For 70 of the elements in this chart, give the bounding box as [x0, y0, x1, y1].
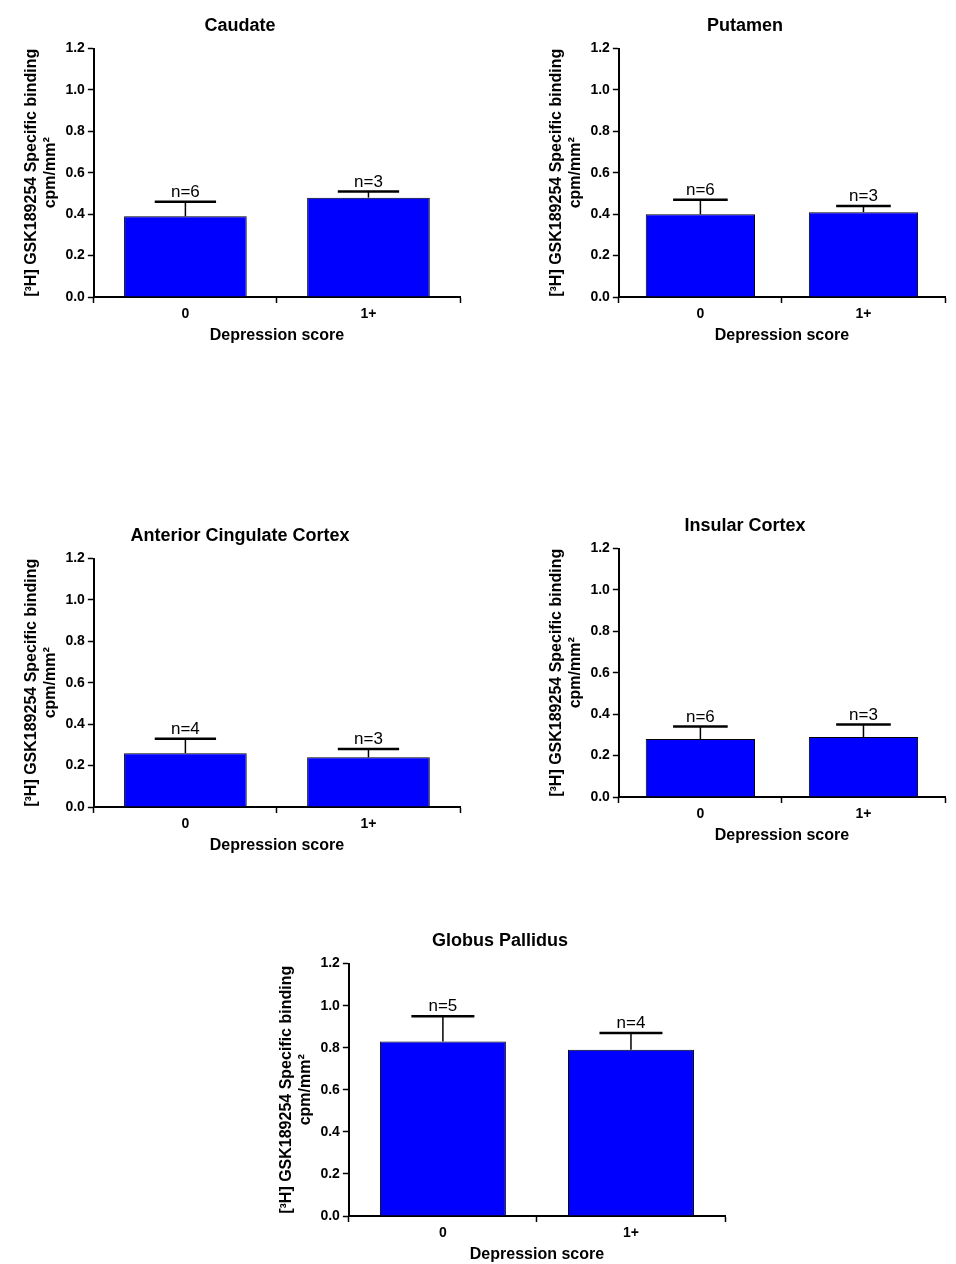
- y-tick-label: 0.8: [590, 122, 611, 139]
- annotation: n=6: [685, 706, 715, 726]
- annotation: n=3: [354, 729, 383, 749]
- annotation: n=3: [849, 186, 878, 206]
- chart-title: Putamen: [706, 14, 784, 35]
- y-tick-label: 0.6: [320, 1080, 341, 1097]
- y-tick-label: 1.2: [590, 539, 611, 556]
- x-tick-label: 1+: [622, 1224, 639, 1241]
- y-tick-label: 0.6: [65, 673, 86, 690]
- y-axis-title: [³H] GSK189254 Specific binding cpm/mm²: [22, 48, 59, 297]
- x-axis-title: Depression score: [209, 835, 345, 853]
- y-tick-label: 1.2: [320, 954, 341, 971]
- y-tick-label: 0.8: [320, 1038, 341, 1055]
- x-tick-label: 0: [181, 815, 190, 832]
- y-tick-label: 0.0: [65, 797, 86, 814]
- y-tick-label: 0.6: [590, 163, 611, 180]
- annotation: n=6: [170, 181, 200, 201]
- x-tick-label: 0: [181, 305, 190, 322]
- x-tick-label: 1+: [855, 805, 872, 822]
- annotation: n=3: [354, 171, 383, 191]
- annotation: n=4: [616, 1013, 646, 1033]
- y-tick-label: 0.0: [65, 287, 86, 304]
- y-axis-title: [³H] GSK189254 Specific binding cpm/mm²: [547, 548, 584, 797]
- y-tick-label: 0.8: [590, 622, 611, 639]
- x-tick-label: 1+: [360, 815, 377, 832]
- x-axis-title: Depression score: [469, 1244, 605, 1262]
- y-tick-label: 0.4: [65, 715, 86, 732]
- x-tick-label: 0: [439, 1224, 447, 1241]
- y-tick-label: 0.4: [590, 205, 611, 222]
- y-tick-label: 0.2: [65, 756, 86, 773]
- y-tick-label: 1.0: [65, 590, 86, 607]
- x-tick-label: 0: [696, 805, 705, 822]
- annotation: n=3: [849, 704, 878, 724]
- y-tick-label: 0.6: [65, 163, 86, 180]
- y-tick-label: 0.0: [320, 1206, 341, 1223]
- y-tick-label: 0.4: [320, 1122, 341, 1139]
- y-tick-label: 1.0: [590, 580, 611, 597]
- annotation: n=5: [428, 996, 458, 1016]
- y-tick-label: 1.0: [590, 80, 611, 97]
- y-tick-label: 0.0: [590, 287, 611, 304]
- y-tick-label: 0.8: [65, 632, 86, 649]
- chart-title: Insular Cortex: [684, 514, 806, 535]
- y-tick-label: 1.2: [590, 39, 611, 56]
- chart-title: Globus Pallidus: [431, 929, 569, 950]
- y-axis-title: [³H] GSK189254 Specific binding cpm/mm²: [547, 48, 584, 297]
- annotation: n=6: [685, 179, 715, 199]
- x-tick-label: 1+: [855, 305, 872, 322]
- x-axis-title: Depression score: [714, 325, 850, 343]
- chart-title: Caudate: [204, 14, 276, 35]
- y-tick-label: 0.2: [65, 246, 86, 263]
- x-axis-title: Depression score: [714, 825, 850, 843]
- y-axis-title: [³H] GSK189254 Specific binding cpm/mm²: [22, 558, 59, 807]
- chart-title: Anterior Cingulate Cortex: [130, 524, 350, 545]
- y-tick-label: 0.6: [590, 663, 611, 680]
- y-tick-label: 0.2: [590, 246, 611, 263]
- y-tick-label: 0.4: [590, 705, 611, 722]
- annotation: n=4: [170, 718, 200, 738]
- y-tick-label: 1.0: [65, 80, 86, 97]
- y-tick-label: 0.4: [65, 205, 86, 222]
- x-tick-label: 1+: [360, 305, 377, 322]
- x-axis-title: Depression score: [209, 325, 345, 343]
- y-tick-label: 0.2: [590, 746, 611, 763]
- y-tick-label: 0.2: [320, 1164, 341, 1181]
- x-tick-label: 0: [696, 305, 705, 322]
- y-tick-label: 1.2: [65, 39, 86, 56]
- y-tick-label: 0.0: [590, 787, 611, 804]
- y-tick-label: 1.2: [65, 549, 86, 566]
- y-tick-label: 0.8: [65, 122, 86, 139]
- y-tick-label: 1.0: [320, 996, 341, 1013]
- y-axis-title: [³H] GSK189254 Specific binding cpm/mm²: [277, 965, 314, 1214]
